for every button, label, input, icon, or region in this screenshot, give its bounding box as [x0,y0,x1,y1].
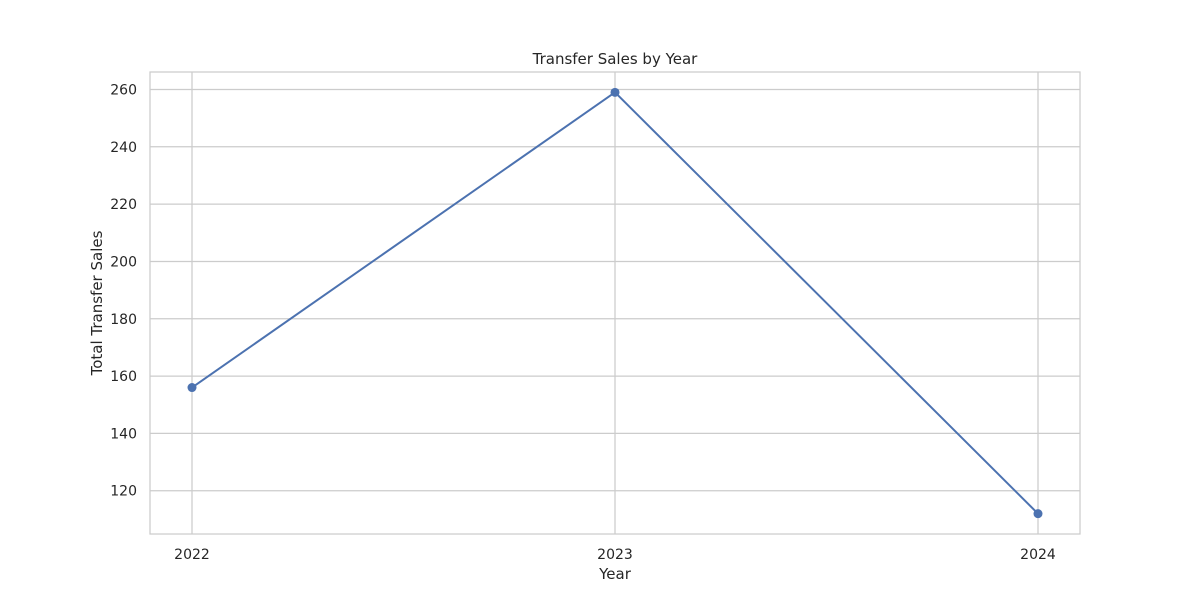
data-point [610,87,620,97]
y-tick-label: 120 [110,484,137,500]
plot-frame [149,71,1081,535]
x-axis-title: Year [598,565,632,583]
y-tick-label: 240 [110,140,137,156]
x-tick-label: 2024 [1020,547,1056,563]
y-tick-label: 160 [110,369,137,385]
x-tick-label: 2023 [597,547,633,563]
y-tick-label: 260 [110,82,137,98]
y-tick-label: 140 [110,426,137,442]
y-axis-ticks: 120 140 160 180 200 220 240 260 [110,82,137,499]
x-axis-ticks: 2022 2023 2024 [174,547,1056,563]
y-tick-label: 200 [110,254,137,270]
y-axis-title: Total Transfer Sales [88,230,106,376]
data-point [1033,509,1043,519]
data-point [187,383,197,393]
y-tick-label: 180 [110,312,137,328]
grid [150,72,1080,534]
y-tick-label: 220 [110,197,137,213]
x-tick-label: 2022 [174,547,210,563]
series-layer [187,87,1043,519]
chart-title: Transfer Sales by Year [532,50,699,68]
